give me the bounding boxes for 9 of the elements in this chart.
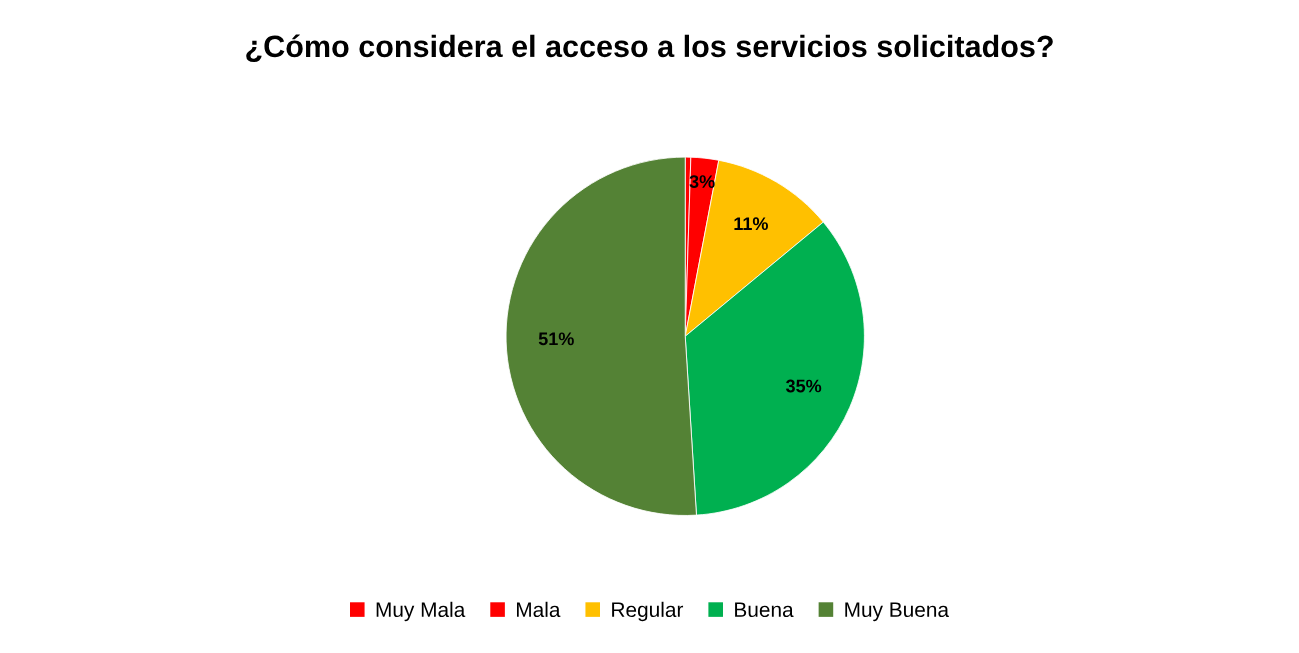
legend-label: Regular [612, 601, 684, 622]
legend-label: Muy Buena [845, 602, 950, 622]
legend-label: Buena [735, 602, 794, 618]
data-label: 35% [785, 379, 822, 393]
data-label: 11% [734, 217, 768, 231]
legend-label: Mala [517, 601, 561, 618]
chart-title: ¿Cómo considera el acceso a los servicios solicitados? [246, 34, 1053, 63]
legend-label: Muy Mala [376, 601, 466, 622]
data-label: 51% [538, 332, 574, 346]
